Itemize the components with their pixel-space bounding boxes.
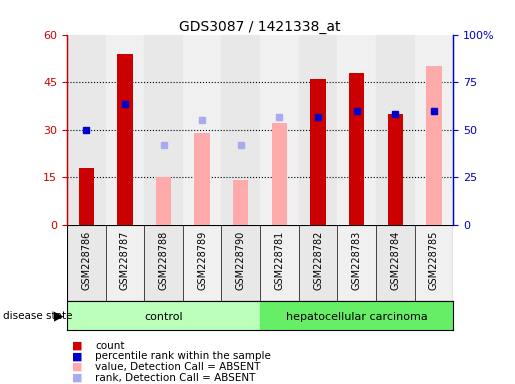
Bar bbox=[183, 225, 221, 301]
Text: GSM228790: GSM228790 bbox=[236, 231, 246, 290]
Bar bbox=[221, 35, 260, 225]
Text: ■: ■ bbox=[72, 351, 82, 361]
Text: ■: ■ bbox=[72, 373, 82, 383]
Text: ▶: ▶ bbox=[54, 310, 64, 322]
Text: ■: ■ bbox=[72, 341, 82, 351]
Bar bbox=[67, 35, 106, 225]
Bar bbox=[415, 225, 453, 301]
Bar bbox=[310, 79, 325, 225]
Text: hepatocellular carcinoma: hepatocellular carcinoma bbox=[286, 312, 427, 322]
Text: GSM228784: GSM228784 bbox=[390, 231, 400, 290]
Bar bbox=[337, 35, 376, 225]
Bar bbox=[221, 225, 260, 301]
Bar bbox=[106, 225, 144, 301]
Bar bbox=[387, 114, 403, 225]
Text: GSM228782: GSM228782 bbox=[313, 231, 323, 290]
Bar bbox=[337, 225, 376, 301]
Text: control: control bbox=[144, 312, 183, 322]
Bar bbox=[67, 225, 106, 301]
Bar bbox=[117, 54, 133, 225]
Text: disease state: disease state bbox=[3, 311, 72, 321]
Text: value, Detection Call = ABSENT: value, Detection Call = ABSENT bbox=[95, 362, 261, 372]
Bar bbox=[426, 66, 442, 225]
Bar bbox=[78, 168, 94, 225]
Bar bbox=[415, 35, 453, 225]
Bar bbox=[106, 35, 144, 225]
Bar bbox=[233, 180, 249, 225]
Text: GSM228783: GSM228783 bbox=[352, 231, 362, 290]
Bar bbox=[260, 225, 299, 301]
Bar bbox=[194, 133, 210, 225]
Bar bbox=[183, 35, 221, 225]
Text: ■: ■ bbox=[72, 362, 82, 372]
Bar bbox=[260, 35, 299, 225]
Text: count: count bbox=[95, 341, 125, 351]
Bar bbox=[299, 35, 337, 225]
Text: GSM228789: GSM228789 bbox=[197, 231, 207, 290]
Text: GSM228787: GSM228787 bbox=[120, 231, 130, 290]
Bar bbox=[156, 177, 171, 225]
Text: rank, Detection Call = ABSENT: rank, Detection Call = ABSENT bbox=[95, 373, 255, 383]
Text: GSM228786: GSM228786 bbox=[81, 231, 91, 290]
Bar bbox=[272, 123, 287, 225]
Bar bbox=[299, 225, 337, 301]
Bar bbox=[67, 301, 260, 330]
Text: GSM228781: GSM228781 bbox=[274, 231, 284, 290]
Bar bbox=[376, 35, 415, 225]
Title: GDS3087 / 1421338_at: GDS3087 / 1421338_at bbox=[179, 20, 341, 33]
Text: GSM228785: GSM228785 bbox=[429, 231, 439, 290]
Bar bbox=[144, 225, 183, 301]
Text: percentile rank within the sample: percentile rank within the sample bbox=[95, 351, 271, 361]
Bar bbox=[260, 301, 453, 330]
Bar bbox=[349, 73, 364, 225]
Bar bbox=[376, 225, 415, 301]
Text: GSM228788: GSM228788 bbox=[159, 231, 168, 290]
Bar bbox=[144, 35, 183, 225]
